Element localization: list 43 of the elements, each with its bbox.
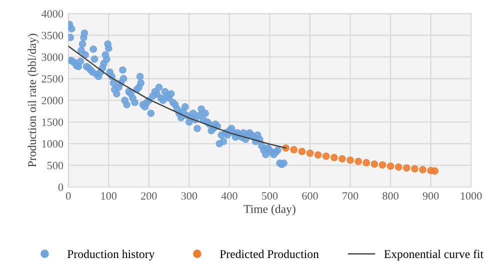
legend-label: Exponential curve fit	[384, 250, 484, 260]
point	[431, 167, 438, 175]
x-tick-label: 600	[302, 192, 318, 200]
x-tick-label: 500	[262, 192, 278, 200]
point	[362, 159, 370, 166]
y-tick-label: 2500	[42, 75, 64, 83]
y-tick-label: 4000	[41, 10, 64, 18]
legend-label: Production history	[67, 250, 155, 260]
point	[322, 152, 330, 160]
point	[419, 166, 426, 174]
y-tick-label: 3500	[42, 32, 64, 40]
point	[370, 160, 378, 168]
x-tick-label: 700	[342, 192, 358, 200]
point	[378, 161, 386, 169]
x-tick-label: 400	[221, 192, 238, 200]
y-tick-label: 2000	[42, 96, 64, 104]
point	[298, 148, 306, 156]
point	[306, 150, 314, 157]
y-tick-label: 500	[47, 162, 64, 170]
x-tick-label: 0	[66, 192, 71, 200]
point	[354, 158, 362, 166]
point	[394, 163, 402, 171]
point	[386, 162, 394, 170]
point	[338, 155, 346, 163]
x-tick-label: 100	[101, 192, 117, 200]
y-tick-label: 1000	[42, 140, 64, 148]
x-tick-label: 300	[181, 192, 198, 200]
x-axis-title: Time (day)	[244, 204, 296, 216]
point	[330, 154, 338, 162]
point	[402, 164, 410, 172]
y-tick-label: 1500	[42, 118, 64, 126]
point	[314, 151, 322, 159]
y-tick-label: 3000	[42, 53, 64, 61]
x-tick-label: 1000	[460, 192, 482, 200]
point	[346, 156, 354, 164]
y-axis-title: Production oil rate (bbl/day)	[28, 34, 38, 168]
point	[411, 165, 418, 172]
point	[290, 146, 298, 154]
y-tick-label: 0	[58, 183, 64, 191]
x-tick-label: 900	[422, 192, 439, 200]
x-tick-label: 200	[141, 192, 157, 200]
x-tick-label: 800	[382, 192, 398, 200]
legend-label: Predicted Production	[220, 250, 319, 258]
